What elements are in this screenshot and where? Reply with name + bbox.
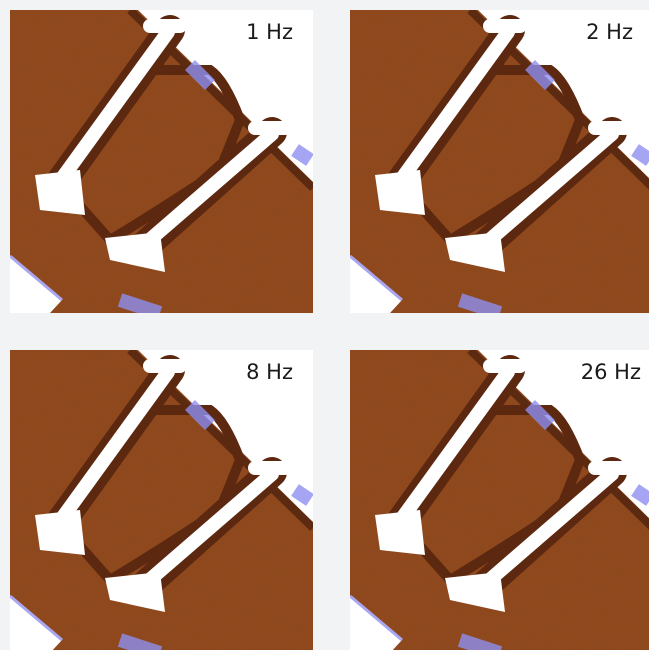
scan-panel: 8 Hz — [10, 350, 313, 650]
panel-label: 8 Hz — [242, 358, 297, 386]
panel-label: 1 Hz — [242, 18, 297, 46]
panel-label: 26 Hz — [577, 358, 645, 386]
scan-image — [10, 350, 313, 650]
scan-image — [350, 10, 649, 313]
scan-panel: 1 Hz — [10, 10, 313, 313]
scan-image — [350, 350, 649, 650]
panel-label: 2 Hz — [582, 18, 637, 46]
page: 1 Hz 2 Hz 8 Hz 26 Hz (() => { const data… — [0, 0, 649, 650]
scan-panel: 26 Hz — [350, 350, 649, 650]
scan-panel: 2 Hz — [350, 10, 649, 313]
scan-image — [10, 10, 313, 313]
